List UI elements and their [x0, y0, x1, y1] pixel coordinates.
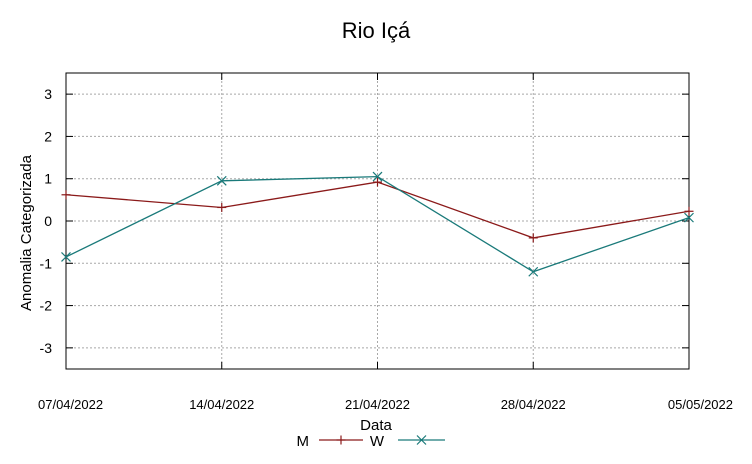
marker-stroke — [684, 212, 694, 223]
data-point-w — [528, 266, 539, 277]
marker-stroke — [216, 175, 227, 186]
legend-marker-m — [336, 435, 346, 445]
data-point-w — [61, 252, 71, 262]
marker-stroke — [528, 266, 539, 277]
data-point-w — [684, 212, 694, 223]
chart-title: Rio Içá — [342, 18, 411, 43]
x-axis-ticks: 07/04/2022 14/04/2022 21/04/2022 28/04/2022… — [38, 73, 733, 412]
y-tick-label: -2 — [40, 298, 53, 314]
x-tick-label: 05/05/2022 — [668, 397, 733, 412]
y-tick-label: 1 — [44, 171, 52, 187]
x-tick-label: 07/04/2022 — [38, 397, 103, 412]
series-lines — [61, 171, 694, 277]
data-point-w — [216, 175, 227, 186]
y-tick-label: 2 — [44, 128, 52, 144]
legend-label-w: W — [370, 433, 385, 450]
grid-lines — [66, 73, 689, 369]
data-point-m — [373, 177, 382, 187]
y-tick-label: 0 — [44, 213, 52, 229]
marker-stroke — [372, 171, 383, 182]
x-axis-label: Data — [360, 417, 392, 434]
legend-marker-w — [416, 435, 427, 445]
data-point-m — [217, 202, 227, 212]
y-axis-label: Anomalia Categorizada — [18, 154, 35, 311]
data-point-w — [372, 171, 383, 182]
x-tick-label: 21/04/2022 — [345, 397, 410, 412]
marker-stroke — [61, 252, 71, 262]
y-tick-label: 3 — [44, 86, 52, 102]
x-tick-label: 14/04/2022 — [189, 397, 254, 412]
legend-label-m: M — [297, 433, 310, 450]
y-axis-ticks: -3 -2 -1 0 1 2 3 — [40, 86, 689, 356]
data-point-m — [528, 233, 538, 243]
x-tick-label: 28/04/2022 — [501, 397, 566, 412]
data-point-m — [684, 206, 694, 216]
data-point-m — [61, 190, 71, 200]
marker-stroke — [416, 435, 427, 445]
y-tick-label: -1 — [40, 255, 53, 271]
y-tick-label: -3 — [40, 340, 53, 356]
